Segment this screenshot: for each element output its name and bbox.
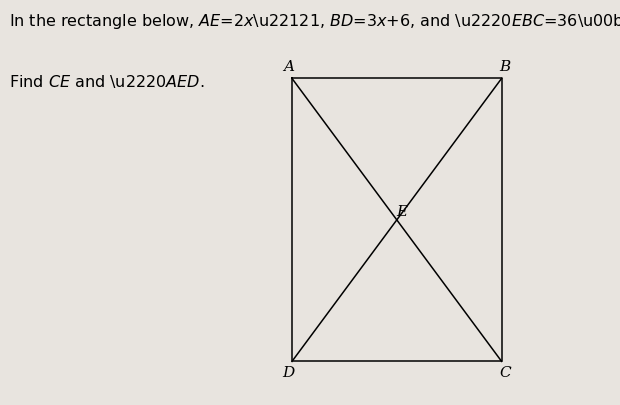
Text: B: B — [499, 60, 511, 74]
Text: A: A — [283, 60, 294, 74]
Text: In the rectangle below, $\mathit{AE}$=2$\mathit{x}$\u22121, $\mathit{BD}$=3$\mat: In the rectangle below, $\mathit{AE}$=2$… — [9, 12, 620, 31]
Text: D: D — [283, 366, 294, 380]
Text: Find $\mathit{CE}$ and \u2220$\mathit{AED}$.: Find $\mathit{CE}$ and \u2220$\mathit{AE… — [9, 73, 205, 90]
Text: C: C — [499, 366, 511, 380]
Text: E: E — [396, 205, 407, 219]
